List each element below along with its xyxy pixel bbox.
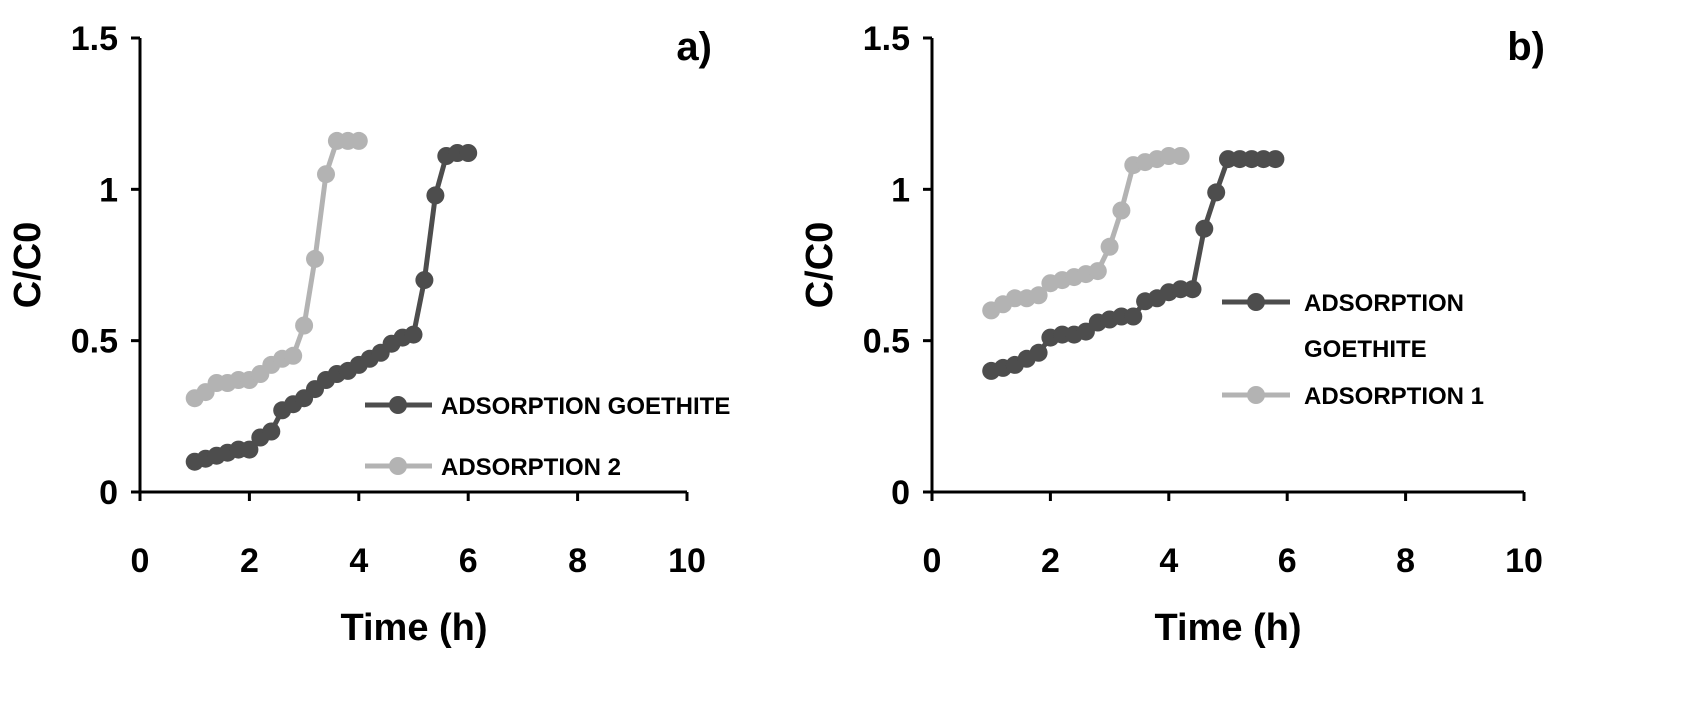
panel-a-x-tick-label: 8 xyxy=(568,542,587,580)
panel-b-series-line-adsorption-1 xyxy=(990,153,1181,313)
panel-b-y-ticks: 0 0.5 1 1.5 xyxy=(863,20,932,512)
panel-b-x-tick-label: 2 xyxy=(1041,542,1060,580)
panel-b-y-tick-label: 1.5 xyxy=(863,20,910,58)
panel-a-label: a) xyxy=(676,25,712,69)
panel-a-point-adsorption-2 xyxy=(349,131,368,150)
panel-b-point-adsorption-goethite xyxy=(1207,183,1226,202)
panel-a-x-ticks: 0 2 4 6 8 10 xyxy=(131,492,706,580)
panel-b-x-ticks: 0 2 4 6 8 10 xyxy=(923,492,1543,580)
panel-b-x-tick-label: 6 xyxy=(1278,542,1297,580)
panel-b-x-tick-label: 8 xyxy=(1396,542,1415,580)
panel-a-point-adsorption-2 xyxy=(306,249,324,268)
panel-b-legend: ADSORPTION GOETHITE ADSORPTION 1 xyxy=(1222,290,1484,410)
panel-a-x-tick-label: 4 xyxy=(349,542,368,580)
panel-a-y-tick-label: 0.5 xyxy=(71,323,118,361)
panel-a-legend-marker-goethite xyxy=(389,396,407,414)
panel-a-point-adsorption-goethite xyxy=(240,440,259,459)
panel-b-point-adsorption-goethite xyxy=(1195,219,1214,238)
panel-a-x-tick-label: 2 xyxy=(240,542,259,580)
panel-a-y-tick-label: 1.5 xyxy=(71,20,118,58)
panel-b-point-adsorption-1 xyxy=(1100,237,1119,256)
panel-a-point-adsorption-goethite xyxy=(415,271,434,290)
panel-a-point-adsorption-goethite xyxy=(262,422,281,441)
panel-b-y-tick-label: 0.5 xyxy=(863,323,910,361)
panel-b-series xyxy=(982,147,1285,380)
panel-b-point-adsorption-goethite xyxy=(1124,307,1143,326)
panel-a-x-tick-label: 10 xyxy=(668,542,706,580)
panel-a: 0 0.5 1 1.5 0 2 4 6 8 10 a) Time (h) C/C0 ADSORP… xyxy=(7,20,730,649)
panel-a-point-adsorption-2 xyxy=(317,165,335,184)
panel-b-y-tick-label: 1 xyxy=(891,171,910,209)
panel-b-legend-marker-adsorption-1 xyxy=(1247,386,1265,404)
panel-a-y-tick-label: 0 xyxy=(99,474,118,512)
panel-b-point-adsorption-goethite xyxy=(1183,280,1202,299)
panel-a-x-tick-label: 0 xyxy=(131,542,150,580)
panel-b-point-adsorption-goethite xyxy=(1266,150,1285,169)
panel-b-point-adsorption-1 xyxy=(1088,262,1107,281)
panel-a-legend-marker-adsorption-2 xyxy=(389,457,407,475)
panel-b-x-tick-label: 4 xyxy=(1159,542,1178,580)
panel-a-legend-label-goethite: ADSORPTION GOETHITE xyxy=(441,393,730,420)
panel-a-series-line-adsorption-goethite xyxy=(194,150,469,465)
panel-a-y-ticks: 0 0.5 1 1.5 xyxy=(71,20,140,512)
panel-b-series-line-adsorption-goethite xyxy=(990,156,1276,374)
panel-a-point-adsorption-goethite xyxy=(404,325,423,344)
panel-a-point-adsorption-goethite xyxy=(426,186,445,205)
panel-b-legend-label-goethite-line-1: ADSORPTION xyxy=(1304,290,1464,317)
panel-b-x-axis-title: Time (h) xyxy=(1154,607,1301,649)
panel-a-point-adsorption-2 xyxy=(284,346,303,365)
panel-b-y-axis-title: C/C0 xyxy=(799,222,841,309)
panel-a-y-axis-title: C/C0 xyxy=(7,222,49,309)
panel-b-point-adsorption-1 xyxy=(1112,201,1131,220)
panel-a-x-tick-label: 6 xyxy=(459,542,478,580)
panel-b: 0 0.5 1 1.5 0 2 4 6 8 10 b) Time (h) C/C0 ADSORP… xyxy=(799,20,1545,649)
panel-b-x-tick-label: 0 xyxy=(923,542,942,580)
panel-b-legend-label-goethite-line-2: GOETHITE xyxy=(1304,336,1427,363)
panel-b-y-tick-label: 0 xyxy=(891,474,910,512)
panel-a-point-adsorption-goethite xyxy=(459,144,478,162)
panel-a-series xyxy=(185,131,478,471)
panel-b-point-adsorption-1 xyxy=(1029,286,1048,305)
panel-a-legend-label-adsorption-2: ADSORPTION 2 xyxy=(441,454,621,481)
panel-a-point-adsorption-2 xyxy=(295,316,314,335)
panel-b-label: b) xyxy=(1507,25,1545,69)
panel-a-x-axis-title: Time (h) xyxy=(340,607,487,649)
panel-a-legend: ADSORPTION GOETHITE ADSORPTION 2 xyxy=(365,393,730,481)
panel-b-legend-marker-goethite xyxy=(1247,293,1265,311)
panel-b-x-tick-label: 10 xyxy=(1505,542,1543,580)
panel-a-y-tick-label: 1 xyxy=(99,171,118,209)
panel-b-point-adsorption-1 xyxy=(1171,147,1190,165)
panel-b-point-adsorption-goethite xyxy=(1029,343,1048,362)
panel-b-legend-label-adsorption-1: ADSORPTION 1 xyxy=(1304,383,1484,410)
